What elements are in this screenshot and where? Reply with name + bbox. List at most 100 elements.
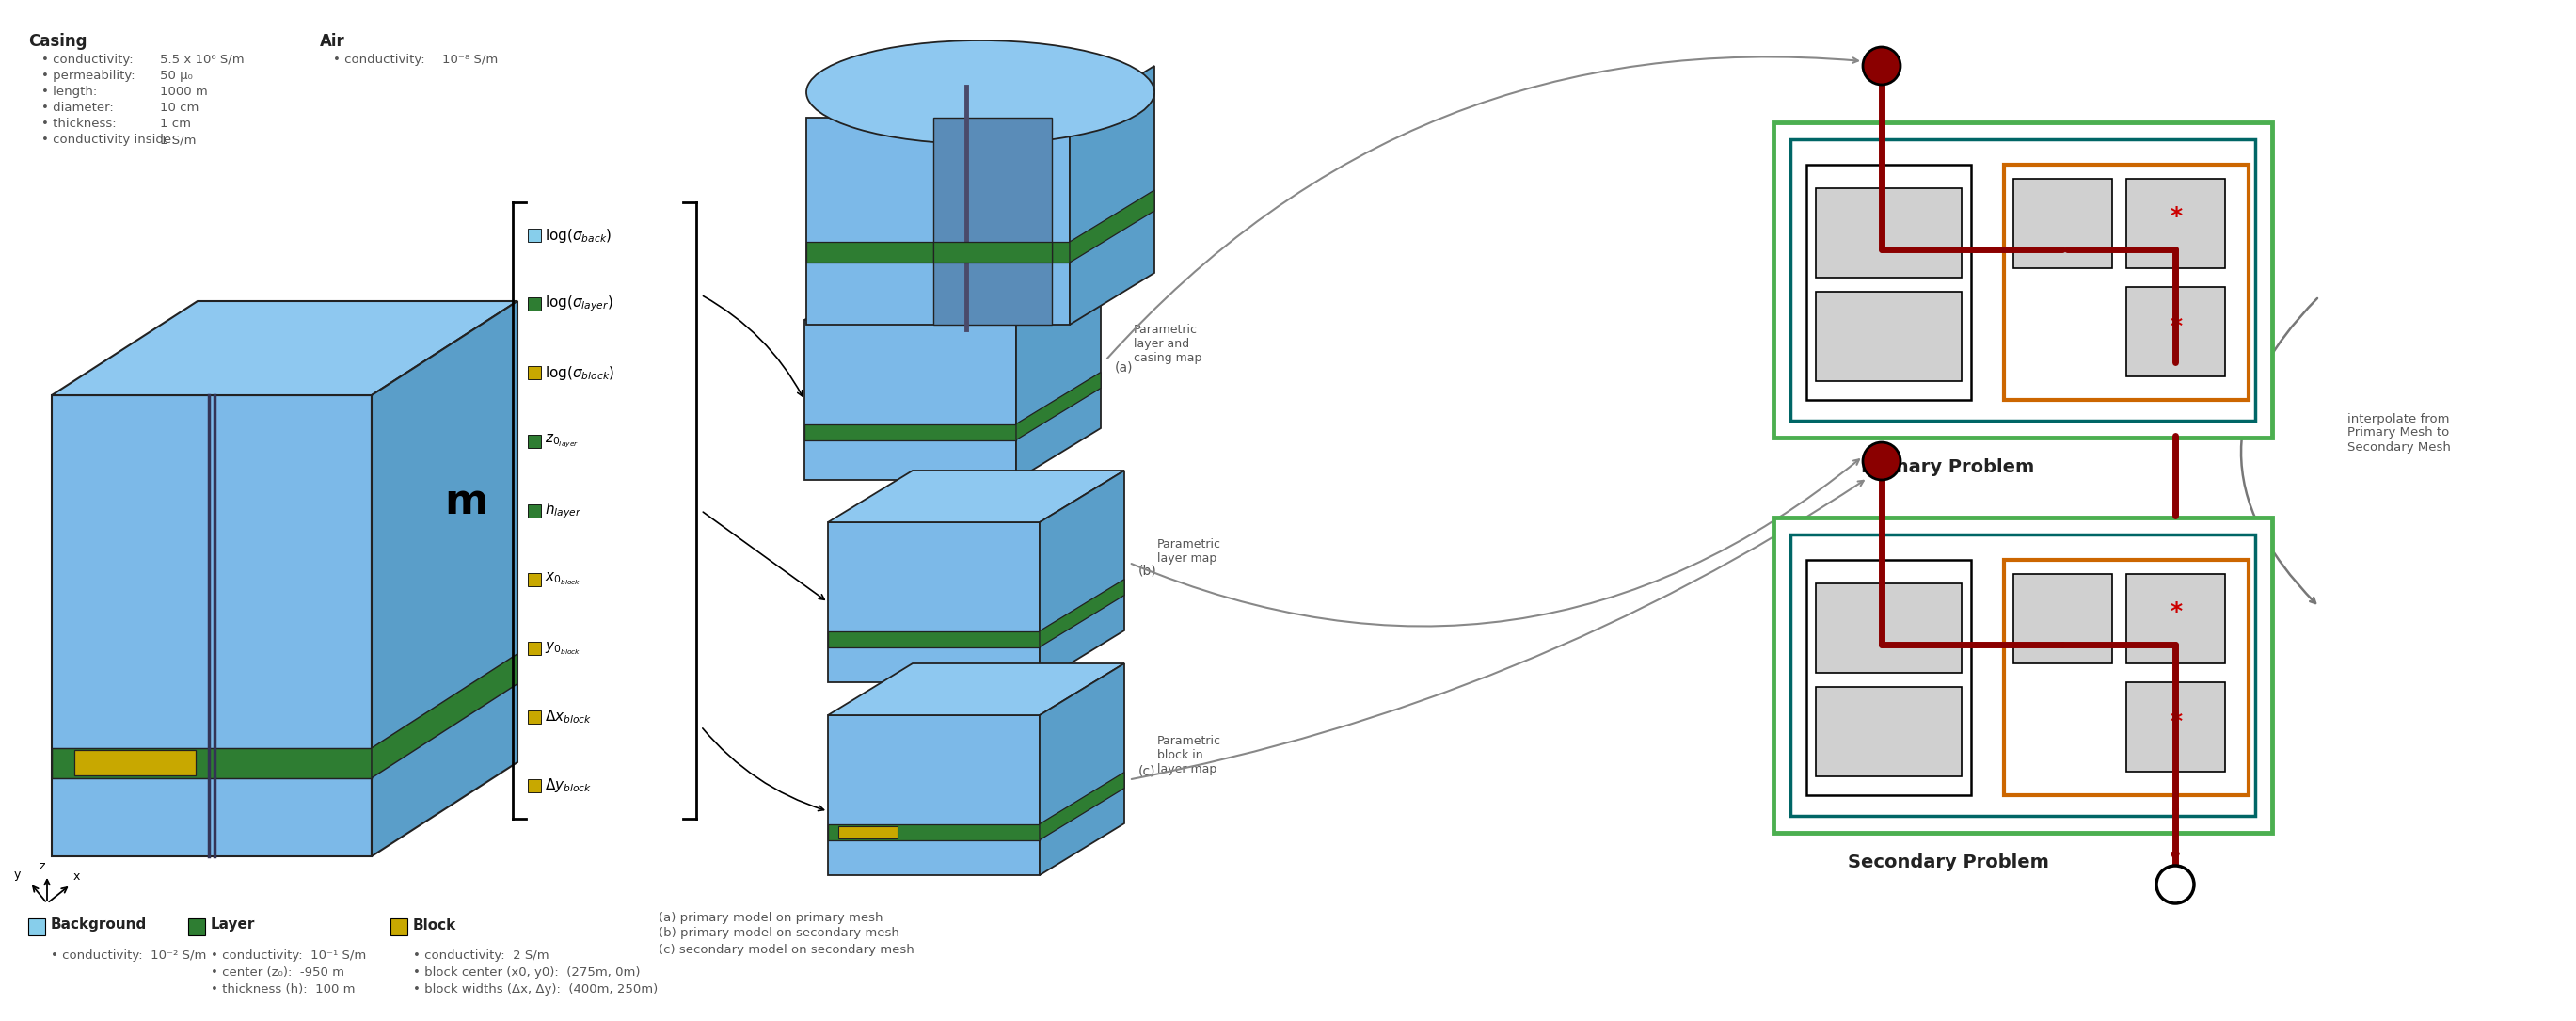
- Bar: [1790, 139, 2254, 421]
- Text: 5.5 x 10⁶ S/m: 5.5 x 10⁶ S/m: [160, 54, 245, 66]
- Bar: [1806, 560, 1971, 795]
- Text: Background: Background: [52, 918, 147, 932]
- Text: x: x: [72, 871, 80, 883]
- Polygon shape: [827, 631, 1041, 647]
- Bar: [528, 573, 541, 586]
- Bar: [1816, 687, 1963, 776]
- Bar: [806, 242, 1069, 262]
- Bar: [933, 242, 1051, 262]
- Text: • center (z₀):  -950 m: • center (z₀): -950 m: [211, 966, 345, 978]
- Bar: [392, 919, 407, 935]
- Text: $h_{layer}$: $h_{layer}$: [544, 501, 582, 520]
- Text: • conductivity inside:: • conductivity inside:: [41, 134, 175, 146]
- Polygon shape: [827, 664, 1123, 715]
- Bar: [528, 435, 541, 448]
- Text: Block: Block: [412, 918, 456, 932]
- Bar: [2125, 179, 2226, 269]
- Polygon shape: [52, 748, 371, 778]
- Text: Primary Problem: Primary Problem: [1862, 458, 2035, 476]
- Bar: [840, 826, 899, 838]
- Text: • block center (x0, y0):  (275m, 0m): • block center (x0, y0): (275m, 0m): [412, 966, 641, 978]
- Polygon shape: [827, 824, 1041, 840]
- Bar: [806, 117, 1069, 325]
- Bar: [528, 297, 541, 310]
- Polygon shape: [804, 269, 1100, 320]
- Text: (c): (c): [1139, 765, 1157, 778]
- Text: y: y: [13, 869, 21, 881]
- Polygon shape: [827, 715, 1041, 875]
- Polygon shape: [1041, 664, 1123, 875]
- Text: (b): (b): [1139, 564, 1157, 577]
- Polygon shape: [827, 523, 1041, 682]
- Polygon shape: [1041, 471, 1123, 682]
- Bar: [1806, 164, 1971, 400]
- Polygon shape: [1069, 190, 1154, 262]
- Bar: [2014, 179, 2112, 269]
- Bar: [528, 504, 541, 517]
- Text: • conductivity:: • conductivity:: [41, 54, 134, 66]
- Bar: [2125, 287, 2226, 377]
- Text: 50 μ₀: 50 μ₀: [160, 69, 193, 82]
- Text: z: z: [39, 860, 46, 872]
- Text: (a): (a): [1115, 361, 1133, 375]
- Bar: [1816, 292, 1963, 381]
- Text: $y_{0_{block}}$: $y_{0_{block}}$: [544, 640, 580, 657]
- Bar: [528, 641, 541, 654]
- Text: interpolate from
Primary Mesh to
Secondary Mesh: interpolate from Primary Mesh to Seconda…: [2347, 412, 2450, 453]
- Bar: [528, 229, 541, 242]
- Text: • diameter:: • diameter:: [41, 102, 113, 114]
- Text: $z_{0_{layer}}$: $z_{0_{layer}}$: [544, 433, 580, 450]
- Bar: [528, 367, 541, 380]
- Text: • length:: • length:: [41, 86, 98, 98]
- Text: Air: Air: [319, 33, 345, 50]
- Polygon shape: [804, 424, 1015, 440]
- Bar: [188, 919, 206, 935]
- Text: $\log(\sigma_{block})$: $\log(\sigma_{block})$: [544, 363, 616, 382]
- Circle shape: [2156, 866, 2195, 904]
- Text: Parametric
layer and
casing map: Parametric layer and casing map: [1133, 324, 1203, 364]
- Text: 10⁻⁸ S/m: 10⁻⁸ S/m: [443, 54, 497, 66]
- Text: *: *: [2169, 205, 2182, 228]
- Text: 1 S/m: 1 S/m: [160, 134, 196, 146]
- Text: Parametric
block in
layer map: Parametric block in layer map: [1157, 735, 1221, 775]
- Bar: [1816, 583, 1963, 673]
- Text: Secondary Problem: Secondary Problem: [1847, 854, 2048, 871]
- Bar: [28, 919, 46, 935]
- Text: $x_{0_{block}}$: $x_{0_{block}}$: [544, 571, 580, 588]
- Text: Parametric
layer map: Parametric layer map: [1157, 538, 1221, 565]
- Polygon shape: [827, 471, 1123, 523]
- Text: *: *: [2169, 600, 2182, 623]
- Text: (a) primary model on primary mesh: (a) primary model on primary mesh: [659, 912, 884, 924]
- Text: • conductivity:  10⁻² S/m: • conductivity: 10⁻² S/m: [52, 949, 206, 961]
- Text: Layer: Layer: [211, 918, 255, 932]
- Text: (c) secondary model on secondary mesh: (c) secondary model on secondary mesh: [659, 943, 914, 956]
- Polygon shape: [1015, 269, 1100, 480]
- Polygon shape: [804, 320, 1015, 480]
- Text: *: *: [2169, 711, 2182, 733]
- Polygon shape: [52, 395, 371, 857]
- Bar: [1772, 123, 2272, 438]
- Circle shape: [1862, 442, 1901, 480]
- Text: 10 cm: 10 cm: [160, 102, 198, 114]
- Text: $\log(\sigma_{layer})$: $\log(\sigma_{layer})$: [544, 294, 613, 313]
- Bar: [528, 779, 541, 792]
- Polygon shape: [1041, 579, 1123, 647]
- Bar: [2125, 574, 2226, 664]
- Text: $\Delta x_{block}$: $\Delta x_{block}$: [544, 709, 592, 726]
- Text: Casing: Casing: [28, 33, 88, 50]
- Text: $\log(\sigma_{back})$: $\log(\sigma_{back})$: [544, 227, 611, 244]
- Bar: [1772, 518, 2272, 833]
- Text: 1000 m: 1000 m: [160, 86, 209, 98]
- Bar: [528, 711, 541, 724]
- Polygon shape: [1041, 772, 1123, 840]
- Text: $\mathbf{m}$: $\mathbf{m}$: [443, 481, 487, 522]
- Text: $\Delta y_{block}$: $\Delta y_{block}$: [544, 777, 592, 794]
- Ellipse shape: [806, 41, 1154, 144]
- Bar: [2004, 164, 2249, 400]
- Ellipse shape: [806, 286, 1069, 363]
- Text: • conductivity:  10⁻¹ S/m: • conductivity: 10⁻¹ S/m: [211, 949, 366, 961]
- Text: • block widths (Δx, Δy):  (400m, 250m): • block widths (Δx, Δy): (400m, 250m): [412, 983, 657, 995]
- Text: • permeability:: • permeability:: [41, 69, 134, 82]
- Bar: [933, 117, 1051, 325]
- Polygon shape: [371, 653, 518, 778]
